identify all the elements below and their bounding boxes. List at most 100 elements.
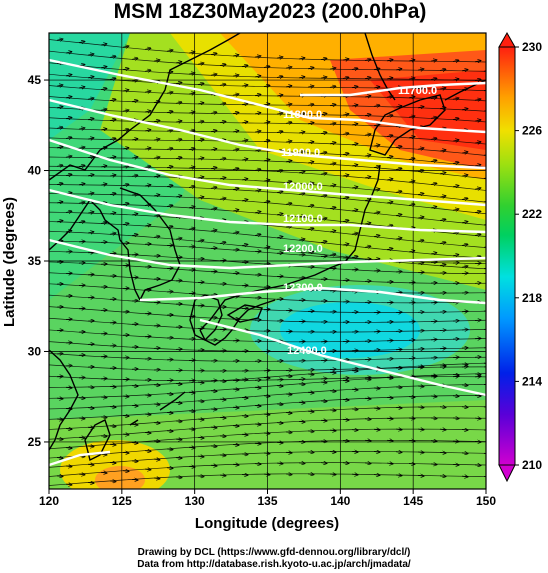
wind-arrow — [241, 371, 248, 372]
streamline — [49, 221, 486, 259]
wind-arrow — [461, 311, 468, 312]
wind-arrow — [263, 309, 270, 310]
wind-arrow — [100, 333, 107, 334]
contour-label-12300: 12300.0 — [283, 282, 323, 294]
wind-arrow — [197, 63, 204, 64]
wind-arrow — [232, 94, 239, 95]
wind-arrow — [122, 243, 129, 244]
wind-arrow — [430, 283, 437, 284]
wind-arrow — [210, 167, 217, 168]
wind-arrow — [329, 391, 336, 392]
wind-arrow — [373, 87, 380, 88]
wind-arrow — [298, 463, 305, 464]
wind-arrow — [254, 464, 261, 465]
wind-arrow — [87, 252, 94, 253]
wind-arrow — [307, 67, 314, 68]
colorbar-tick-label: 218 — [522, 291, 542, 305]
wind-arrow — [210, 391, 217, 392]
wind-arrow — [254, 298, 261, 299]
wind-arrow — [483, 452, 486, 454]
wind-arrow — [285, 249, 292, 250]
wind-arrow — [285, 67, 292, 68]
wind-arrow — [452, 376, 459, 377]
wind-arrow — [175, 477, 182, 478]
wind-arrow — [219, 329, 226, 330]
colorbar-body — [498, 46, 516, 466]
wind-arrow — [439, 150, 446, 151]
wind-arrow — [430, 358, 437, 359]
wind-arrow — [364, 77, 371, 78]
wind-arrow — [329, 351, 336, 352]
wind-arrow — [483, 110, 486, 111]
wind-arrow — [144, 469, 151, 470]
wind-arrow — [364, 377, 371, 378]
wind-arrow — [109, 444, 116, 445]
wind-arrow — [430, 375, 437, 376]
wind-arrow — [364, 223, 371, 224]
wind-arrow — [408, 251, 415, 252]
wind-arrow — [188, 207, 195, 208]
wind-arrow — [175, 62, 182, 63]
wind-arrow — [241, 85, 248, 86]
wind-arrow — [395, 106, 402, 107]
wind-arrow — [166, 268, 173, 269]
wind-arrow — [285, 394, 292, 395]
wind-arrow — [351, 430, 358, 431]
wind-arrow — [329, 474, 336, 475]
wind-arrow — [307, 267, 314, 268]
wind-arrow — [329, 142, 336, 143]
wind-arrow — [263, 66, 270, 67]
wind-arrow — [122, 129, 129, 130]
streamline — [49, 240, 486, 265]
wind-arrow — [210, 295, 217, 296]
wind-arrow — [364, 398, 371, 399]
wind-arrow — [351, 332, 358, 333]
wind-arrow — [307, 123, 314, 124]
wind-arrow — [408, 204, 415, 205]
wind-arrow — [241, 475, 248, 476]
wind-arrow — [395, 387, 402, 388]
wind-arrow — [166, 166, 173, 167]
wind-arrow — [395, 368, 402, 369]
contour-line-12000 — [49, 138, 486, 207]
y-tick-label: 45 — [28, 73, 42, 87]
wind-arrow — [78, 437, 85, 438]
wind-arrow — [263, 396, 270, 397]
wind-arrow — [122, 396, 129, 397]
wind-arrow — [351, 210, 358, 211]
wind-arrow — [373, 145, 380, 146]
wind-arrow — [210, 53, 217, 54]
wind-arrow — [241, 454, 248, 455]
wind-arrow — [153, 157, 160, 158]
wind-arrow — [241, 308, 248, 309]
wind-arrow — [452, 255, 459, 256]
wind-arrow — [461, 244, 468, 245]
wind-arrow — [263, 104, 270, 105]
wind-arrow — [254, 424, 261, 425]
wind-arrow — [474, 283, 481, 284]
colorbar-top-triangle — [498, 31, 516, 48]
wind-arrow — [122, 471, 129, 472]
wind-arrow — [417, 263, 424, 264]
wind-arrow — [329, 254, 336, 255]
wind-arrow — [263, 433, 270, 434]
wind-arrow — [461, 453, 468, 454]
wind-arrow — [263, 453, 270, 454]
wind-arrow — [342, 463, 349, 464]
contour-line-11800 — [49, 58, 486, 134]
wind-arrow — [219, 198, 226, 199]
contour-line-12300 — [139, 286, 486, 305]
wind-arrow — [408, 137, 415, 138]
colorbar-tick-label: 214 — [522, 374, 542, 388]
wind-arrow — [285, 331, 292, 332]
wind-arrow — [87, 193, 94, 194]
wind-arrow — [166, 92, 173, 93]
wind-arrow — [417, 217, 424, 218]
wind-arrow — [65, 52, 72, 53]
colorbar-tick-label: 230 — [522, 40, 542, 54]
contour-label-11900: 11900.0 — [281, 147, 320, 159]
wind-arrow — [188, 148, 195, 149]
wind-arrow — [65, 137, 72, 138]
wind-arrow — [373, 331, 380, 332]
